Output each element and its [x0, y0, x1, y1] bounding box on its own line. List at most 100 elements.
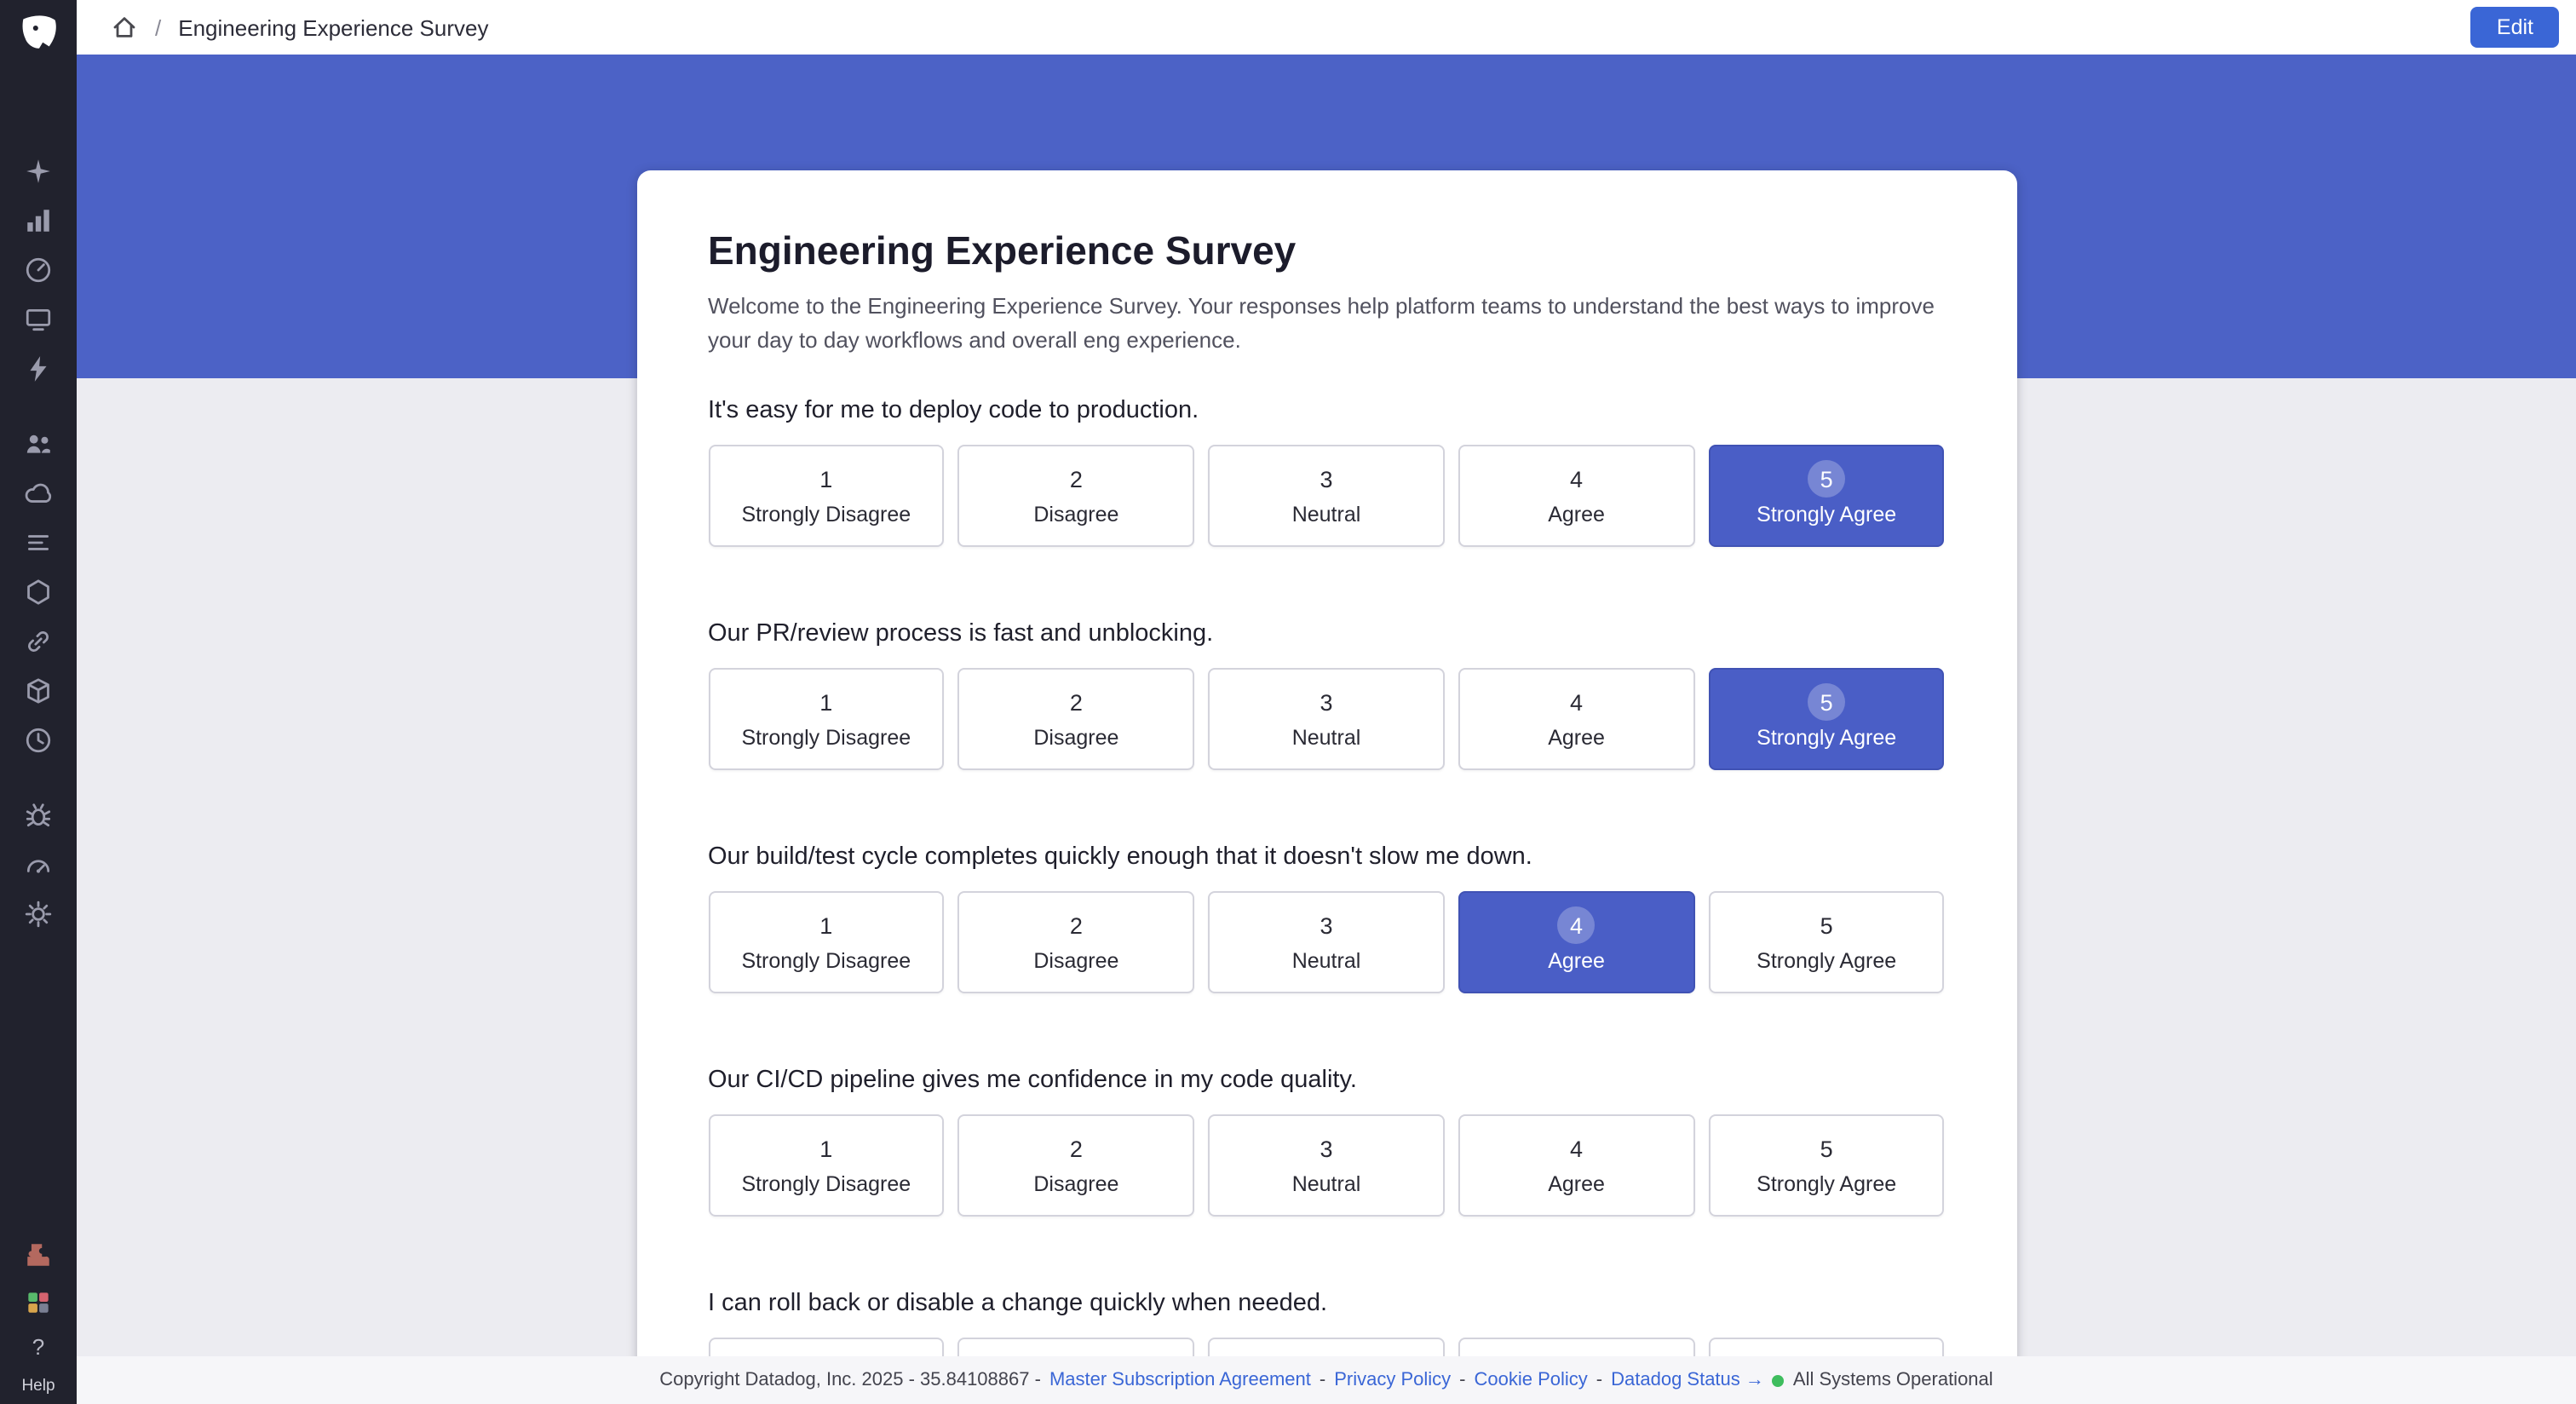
cloud-icon[interactable]	[23, 477, 54, 508]
option-button-5[interactable]: 5 Strongly Agree	[1708, 1114, 1945, 1217]
colored-grid-icon[interactable]	[23, 1286, 54, 1317]
option-label: Disagree	[1033, 1172, 1119, 1196]
option-label: Agree	[1548, 1172, 1605, 1196]
edit-button[interactable]: Edit	[2470, 7, 2559, 48]
lightning-icon[interactable]	[23, 353, 54, 383]
option-button-1[interactable]: 1 Strongly Disagree	[708, 668, 945, 770]
option-value: 2	[1069, 689, 1083, 715]
footer-link[interactable]: Datadog Status →	[1611, 1370, 1764, 1390]
option-label: Strongly Disagree	[741, 726, 911, 750]
option-value: 2	[1069, 466, 1083, 492]
question-text: Our build/test cycle completes quickly e…	[708, 843, 1532, 871]
footer-link[interactable]: Master Subscription Agreement	[1049, 1370, 1311, 1390]
help-icon[interactable]: ?	[32, 1334, 45, 1360]
question-text: Our CI/CD pipeline gives me confidence i…	[708, 1067, 1357, 1094]
footer: Copyright Datadog, Inc. 2025 - 35.841088…	[77, 1356, 2576, 1404]
option-button-4[interactable]: 4 Agree	[1458, 668, 1695, 770]
option-button-5[interactable]: 5 Strongly Agree	[1708, 668, 1945, 770]
footer-status: All Systems Operational	[1792, 1370, 1993, 1390]
option-number-wrap: 2	[1057, 1130, 1095, 1167]
option-value: 4	[1570, 1136, 1584, 1161]
option-button-1[interactable]: 1 Strongly Disagree	[708, 445, 945, 547]
option-number-wrap: 4	[1558, 460, 1596, 498]
nav-group	[23, 799, 54, 929]
selected-number-badge: 5	[1808, 683, 1846, 721]
option-label: Strongly Disagree	[741, 949, 911, 973]
option-label: Neutral	[1291, 726, 1361, 750]
selected-number-badge: 5	[1808, 460, 1846, 498]
option-button-2[interactable]: 2 Disagree	[957, 891, 1195, 993]
dashboard-gauge-icon[interactable]	[23, 254, 54, 285]
survey-question: Our PR/review process is fast and unbloc…	[708, 617, 1945, 770]
footer-content: Copyright Datadog, Inc. 2025 - 35.841088…	[655, 1370, 1997, 1390]
sidebar-nav	[23, 60, 54, 929]
option-number-wrap: 4	[1558, 683, 1596, 721]
option-button-2[interactable]: 2 Disagree	[957, 1114, 1195, 1217]
option-value: 5	[1820, 689, 1833, 715]
option-button-3[interactable]: 3 Neutral	[1208, 445, 1445, 547]
likert-options: 1 Strongly Disagree 2 Disagree 3 Neutral 4 Agre…	[708, 445, 1945, 547]
home-icon[interactable]	[111, 14, 138, 41]
nav-group	[23, 428, 54, 755]
services-hexagon-icon[interactable]	[23, 576, 54, 607]
option-value: 3	[1320, 689, 1333, 715]
option-label: Agree	[1548, 949, 1605, 973]
option-number-wrap: 2	[1057, 906, 1095, 944]
package-icon[interactable]	[23, 675, 54, 705]
option-button-1[interactable]: 1 Strongly Disagree	[708, 891, 945, 993]
bar-chart-icon[interactable]	[23, 204, 54, 235]
option-label: Neutral	[1291, 1172, 1361, 1196]
survey-question: Our build/test cycle completes quickly e…	[708, 840, 1945, 993]
option-label: Strongly Agree	[1757, 726, 1897, 750]
breadcrumb-separator: /	[155, 14, 162, 40]
option-number-wrap: 3	[1308, 460, 1345, 498]
option-value: 3	[1320, 466, 1333, 492]
option-number-wrap: 5	[1808, 906, 1845, 944]
option-number-wrap: 3	[1308, 1130, 1345, 1167]
footer-link[interactable]: Privacy Policy	[1334, 1370, 1452, 1390]
option-button-5[interactable]: 5 Strongly Agree	[1708, 891, 1945, 993]
option-button-1[interactable]: 1 Strongly Disagree	[708, 1114, 945, 1217]
survey-title: Engineering Experience Survey	[708, 228, 1297, 273]
selected-number-badge: 4	[1557, 906, 1596, 944]
clock-icon[interactable]	[23, 724, 54, 755]
option-button-4[interactable]: 4 Agree	[1458, 445, 1695, 547]
option-button-4[interactable]: 4 Agree	[1458, 891, 1695, 993]
logs-icon[interactable]	[23, 526, 54, 557]
people-icon[interactable]	[23, 428, 54, 458]
option-button-3[interactable]: 3 Neutral	[1208, 891, 1445, 993]
host-monitor-icon[interactable]	[23, 303, 54, 334]
likert-options: 1 Strongly Disagree 2 Disagree 3 Neutral 4 Agre…	[708, 891, 1945, 993]
option-number-wrap: 2	[1057, 460, 1095, 498]
option-button-2[interactable]: 2 Disagree	[957, 668, 1195, 770]
footer-link[interactable]: Cookie Policy	[1474, 1370, 1588, 1390]
option-button-4[interactable]: 4 Agree	[1458, 1114, 1695, 1217]
option-number-wrap: 3	[1308, 683, 1345, 721]
likert-options: 1 Strongly Disagree 2 Disagree 3 Neutral 4 Agre…	[708, 1114, 1945, 1217]
bug-icon[interactable]	[23, 799, 54, 830]
option-value: 3	[1320, 912, 1333, 938]
option-button-3[interactable]: 3 Neutral	[1208, 1114, 1445, 1217]
top-bar: / Engineering Experience Survey Edit	[77, 0, 2576, 55]
option-button-2[interactable]: 2 Disagree	[957, 445, 1195, 547]
option-value: 5	[1820, 912, 1833, 938]
option-value: 4	[1570, 912, 1584, 938]
option-value: 3	[1320, 1136, 1333, 1161]
option-value: 4	[1570, 689, 1584, 715]
option-number-wrap: 1	[808, 1130, 845, 1167]
gear-icon[interactable]	[23, 898, 54, 929]
meter-icon[interactable]	[23, 849, 54, 879]
option-button-3[interactable]: 3 Neutral	[1208, 668, 1445, 770]
datadog-logo-icon[interactable]	[13, 9, 64, 60]
survey-description: Welcome to the Engineering Experience Su…	[708, 293, 1935, 352]
footer-copyright: Copyright Datadog, Inc. 2025 - 35.841088…	[659, 1370, 1041, 1390]
option-value: 1	[819, 912, 833, 938]
option-button-5[interactable]: 5 Strongly Agree	[1708, 445, 1945, 547]
option-label: Neutral	[1291, 949, 1361, 973]
link-icon[interactable]	[23, 625, 54, 656]
option-number-wrap: 1	[808, 906, 845, 944]
puzzle-icon[interactable]	[23, 1239, 54, 1269]
option-label: Agree	[1548, 503, 1605, 526]
sparkle-icon[interactable]	[23, 155, 54, 186]
likert-options: 1 Strongly Disagree 2 Disagree 3 Neutral 4 Agre…	[708, 668, 1945, 770]
